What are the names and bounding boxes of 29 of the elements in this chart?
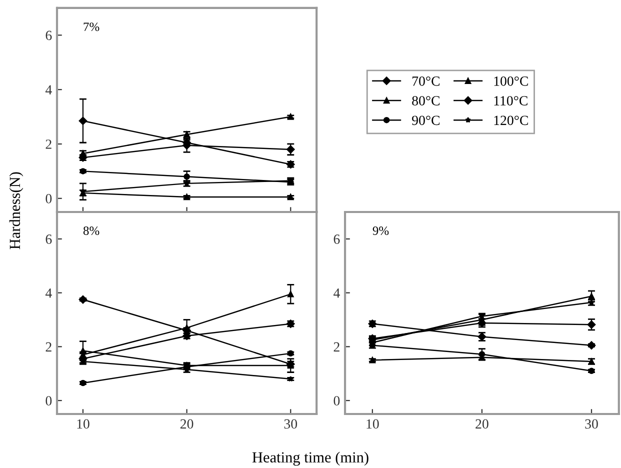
y-tick-label: 2	[46, 342, 52, 352]
y-tick-label: 4	[333, 288, 340, 298]
x-tick-label: 20	[180, 419, 194, 429]
x-tick-label: 10	[366, 419, 379, 429]
x-tick-label: 30	[585, 419, 598, 429]
legend-label: 70°C	[412, 76, 440, 86]
legend-label: 100°C	[494, 76, 528, 86]
x-tick-label: 30	[284, 419, 298, 429]
y-tick-label: 4	[45, 85, 52, 94]
x-axis-title: Heating time (min)	[252, 452, 368, 466]
y-tick-label: 6	[46, 234, 52, 244]
y-tick-label: 0	[334, 396, 340, 406]
text: 7%	[84, 22, 100, 32]
legend-label: 110°C	[494, 96, 528, 106]
x-tick-label: 20	[476, 419, 488, 429]
legend-label: 120°C	[494, 116, 528, 126]
y-tick-label: 6	[46, 30, 52, 40]
y-axis-title: Hardness(N)	[9, 172, 24, 250]
y-tick-label: 0	[46, 396, 52, 406]
y-tick-label: 4	[45, 288, 52, 298]
text: 8%	[83, 226, 100, 235]
y-tick-label: 0	[46, 194, 52, 204]
y-tick-label: 2	[46, 140, 52, 149]
x-tick-label: 10	[77, 419, 90, 429]
legend-label: 80°C	[412, 96, 440, 106]
y-tick-label: 2	[334, 342, 340, 352]
y-tick-label: 6	[334, 234, 340, 244]
legend-label: 90°C	[412, 116, 440, 126]
text: 9%	[372, 226, 389, 235]
